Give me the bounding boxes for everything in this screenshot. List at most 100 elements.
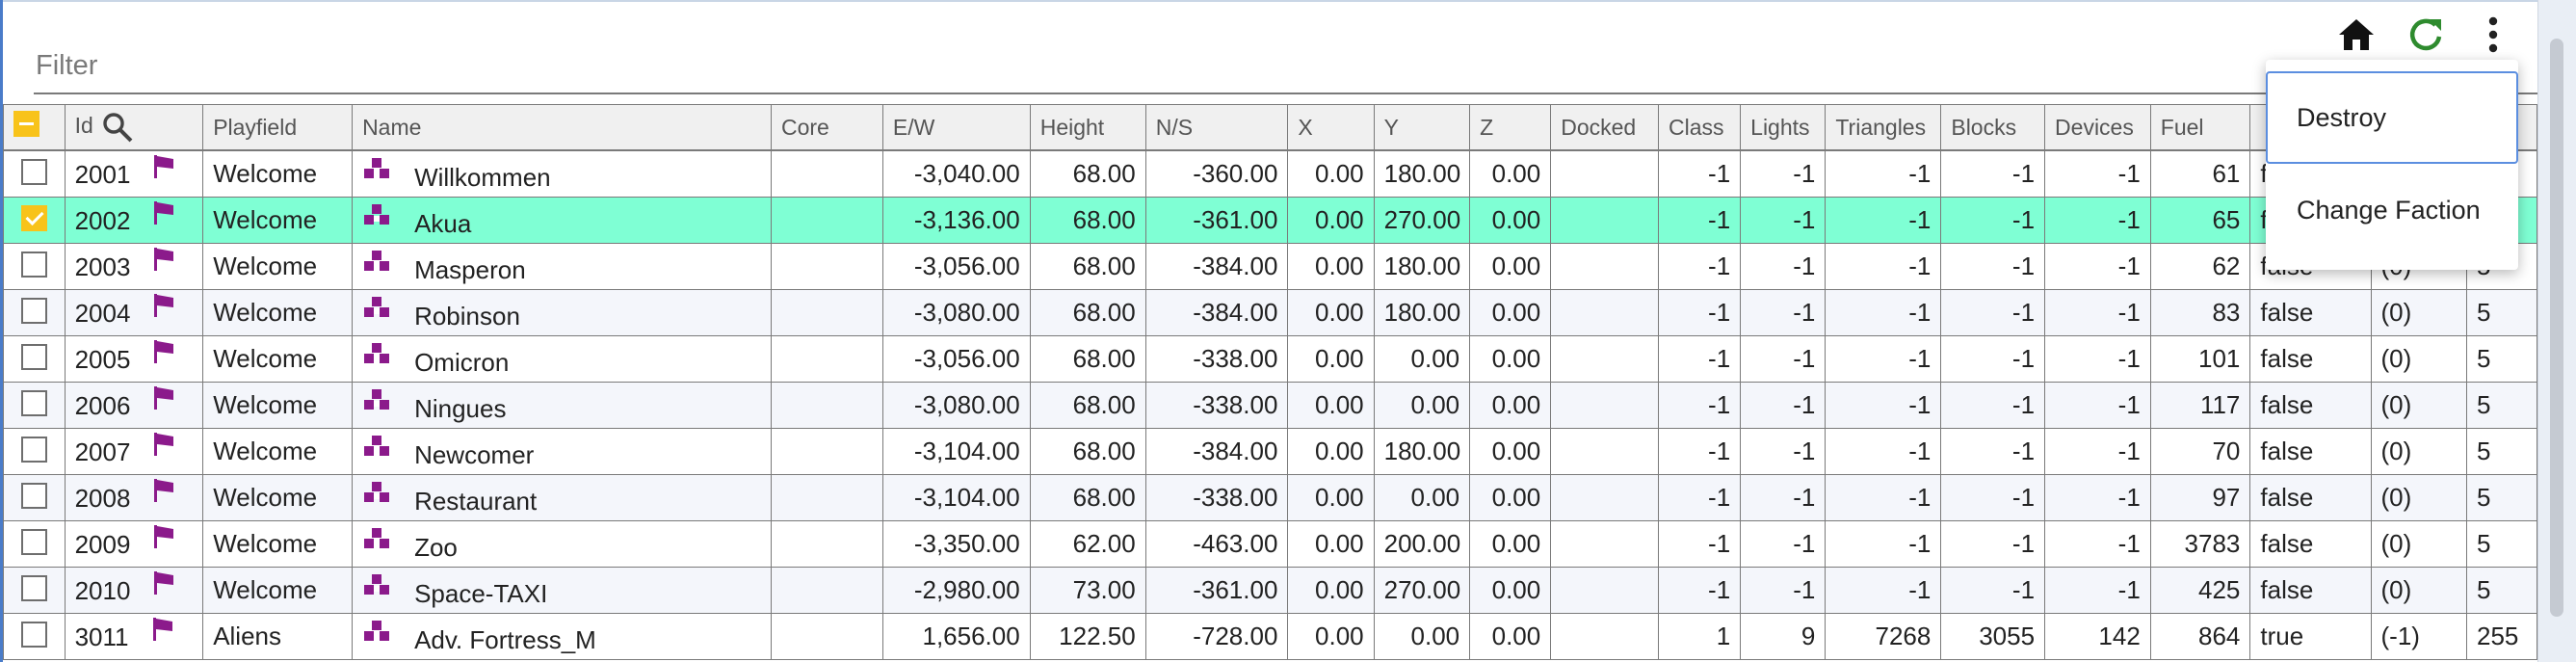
column-header-class[interactable]: Class — [1658, 104, 1742, 151]
cell-col-20: 5 — [2466, 335, 2537, 383]
row-checkbox-cell[interactable] — [3, 289, 66, 336]
column-header-ns[interactable]: N/S — [1144, 104, 1289, 151]
select-all-checkbox[interactable] — [13, 111, 39, 138]
cell-docked — [1550, 197, 1660, 244]
cell-x: 0.00 — [1287, 149, 1375, 198]
row-checkbox-cell[interactable] — [3, 520, 66, 568]
cell-height: 68.00 — [1029, 289, 1146, 336]
cell-name-text: Willkommen — [414, 163, 551, 192]
cell-name: Space-TAXI — [352, 567, 772, 614]
cell-docked — [1550, 567, 1660, 614]
cell-triangles: 7268 — [1825, 613, 1942, 660]
cell-lights: -1 — [1740, 243, 1827, 290]
cell-ew: -3,040.00 — [881, 149, 1031, 198]
row-checkbox[interactable] — [20, 251, 47, 278]
home-button[interactable] — [2331, 10, 2381, 60]
table-row[interactable]: 2003 Welcome Masperon -3,056.00 68.00 -384.00… — [3, 243, 2537, 290]
vertical-scrollbar[interactable] — [2537, 0, 2576, 662]
cell-y: 180.00 — [1373, 428, 1471, 475]
cell-ew: -3,080.00 — [881, 382, 1031, 429]
table-row[interactable]: 2008 Welcome Restaurant -3,104.00 68.00 -338.… — [3, 474, 2537, 521]
cell-x: 0.00 — [1287, 520, 1375, 568]
row-checkbox[interactable] — [20, 528, 47, 555]
cell-ew: -3,080.00 — [881, 289, 1031, 336]
cell-ns: -463.00 — [1144, 520, 1289, 568]
table-row[interactable]: 2004 Welcome Robinson -3,080.00 68.00 -384.00… — [3, 289, 2537, 336]
cell-x: 0.00 — [1287, 428, 1375, 475]
row-checkbox[interactable] — [20, 621, 47, 648]
row-checkbox[interactable] — [20, 436, 47, 463]
row-checkbox[interactable] — [20, 158, 47, 185]
cell-height: 68.00 — [1029, 149, 1146, 198]
column-header-id[interactable]: Id — [64, 104, 204, 151]
cell-z: 0.00 — [1469, 149, 1552, 198]
row-checkbox-cell[interactable] — [3, 474, 66, 521]
menu-item-change-faction[interactable]: Change Faction — [2297, 196, 2481, 225]
table-row[interactable]: 2010 Welcome Space-TAXI -2,980.00 73.00 -361.… — [3, 567, 2537, 614]
cell-ew: -3,056.00 — [881, 243, 1031, 290]
table-row[interactable]: 2007 Welcome Newcomer -3,104.00 68.00 -384.00… — [3, 428, 2537, 475]
row-checkbox-cell[interactable] — [3, 197, 66, 244]
cell-height: 68.00 — [1029, 335, 1146, 383]
row-checkbox-cell[interactable] — [3, 149, 66, 198]
column-header-y[interactable]: Y — [1373, 104, 1471, 151]
row-checkbox-cell[interactable] — [3, 335, 66, 383]
column-header-docked[interactable]: Docked — [1550, 104, 1660, 151]
row-checkbox-cell[interactable] — [3, 243, 66, 290]
table-row[interactable]: 3011 Aliens Adv. Fortress_M 1,656.00 122.50-… — [3, 613, 2537, 660]
cell-height: 68.00 — [1029, 197, 1146, 244]
column-header-ew[interactable]: E/W — [881, 104, 1031, 151]
table-row[interactable]: 2009 Welcome Zoo -3,350.00 62.00 -463.00 0.00 2… — [3, 520, 2537, 568]
cell-name: Adv. Fortress_M — [352, 613, 772, 660]
cell-z: 0.00 — [1469, 613, 1552, 660]
cell-fuel: 61 — [2149, 149, 2251, 198]
column-header-x[interactable]: X — [1287, 104, 1375, 151]
cell-class: -1 — [1658, 289, 1742, 336]
cell-id: 2004 — [64, 289, 204, 336]
search-icon[interactable] — [101, 111, 134, 144]
more-options-button[interactable] — [2468, 10, 2518, 60]
table-row[interactable]: 2005 Welcome Omicron -3,056.00 68.00 -338.00 0… — [3, 335, 2537, 383]
column-header-name[interactable]: Name — [352, 104, 772, 151]
row-checkbox[interactable] — [20, 204, 47, 231]
scrollbar-thumb[interactable] — [2550, 39, 2563, 617]
column-header-triangles[interactable]: Triangles — [1825, 104, 1942, 151]
table-row[interactable]: 2001 Welcome Willkommen -3,040.00 68.00 -360.… — [3, 149, 2537, 198]
row-checkbox[interactable] — [20, 482, 47, 509]
context-menu: Destroy Change Faction — [2266, 60, 2518, 270]
column-header-lights[interactable]: Lights — [1740, 104, 1827, 151]
row-checkbox-cell[interactable] — [3, 382, 66, 429]
row-checkbox[interactable] — [20, 389, 47, 416]
column-header-fuel[interactable]: Fuel — [2149, 104, 2251, 151]
cell-devices: -1 — [2044, 243, 2151, 290]
cell-blocks: -1 — [1940, 520, 2046, 568]
column-header-height[interactable]: Height — [1029, 104, 1146, 151]
cell-col-20: 5 — [2466, 520, 2537, 568]
column-header-z[interactable]: Z — [1469, 104, 1552, 151]
column-header-devices[interactable]: Devices — [2044, 104, 2151, 151]
column-header-blocks[interactable]: Blocks — [1940, 104, 2046, 151]
cell-blocks: -1 — [1940, 197, 2046, 244]
row-checkbox-cell[interactable] — [3, 567, 66, 614]
table-row[interactable]: 2002 Welcome Akua -3,136.00 68.00 -361.00 0.00… — [3, 197, 2537, 244]
row-checkbox[interactable] — [20, 574, 47, 601]
filter-input[interactable]: Filter — [34, 42, 2537, 94]
menu-item-destroy[interactable]: Destroy — [2266, 71, 2518, 164]
cell-col-18: false — [2249, 567, 2372, 614]
cell-id-text: 2004 — [74, 299, 131, 328]
row-checkbox[interactable] — [20, 343, 47, 370]
table-row[interactable]: 2006 Welcome Ningues -3,080.00 68.00 -338.00 0… — [3, 382, 2537, 429]
column-header-core[interactable]: Core — [770, 104, 883, 151]
row-checkbox[interactable] — [20, 297, 47, 324]
column-header-playfield[interactable]: Playfield — [202, 104, 354, 151]
cell-playfield: Welcome — [202, 428, 354, 475]
cell-core — [770, 335, 883, 383]
faction-icon — [362, 434, 391, 469]
flag-icon — [153, 385, 174, 417]
cell-playfield: Welcome — [202, 243, 354, 290]
row-checkbox-cell[interactable] — [3, 428, 66, 475]
cell-triangles: -1 — [1825, 567, 1942, 614]
refresh-button[interactable] — [2401, 10, 2451, 60]
select-all-checkbox-cell[interactable] — [3, 104, 66, 151]
row-checkbox-cell[interactable] — [3, 613, 66, 660]
